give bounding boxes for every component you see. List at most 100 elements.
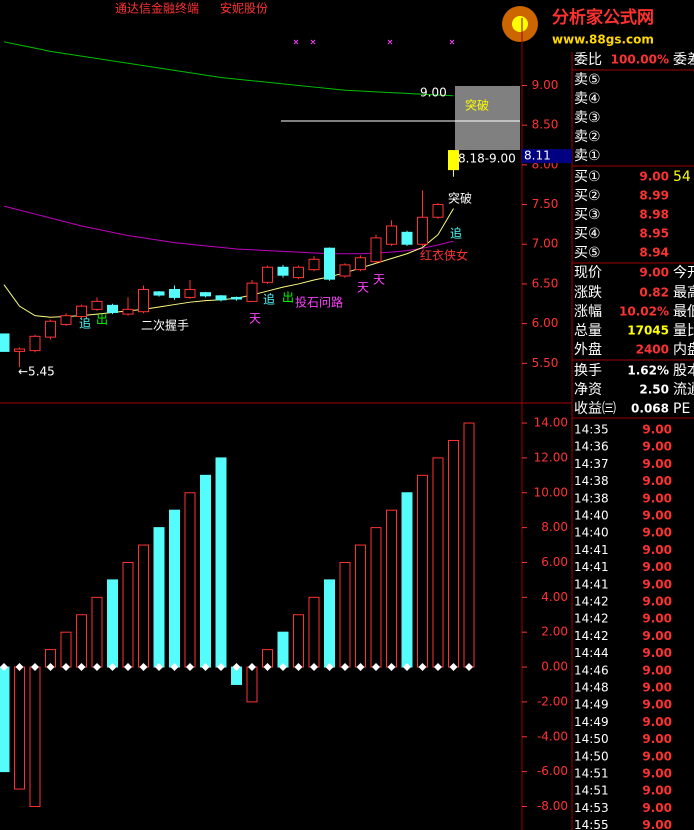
quote-value: 8.98 xyxy=(639,208,669,222)
trade-time: 14:50 xyxy=(574,749,609,763)
bar xyxy=(339,561,351,668)
y-tick-label: 14.00 xyxy=(534,416,568,430)
annotation: 突破 xyxy=(448,191,472,206)
bar xyxy=(277,631,289,668)
zero-marker xyxy=(93,663,101,672)
bar xyxy=(417,474,428,668)
y-tick-label: 8.50 xyxy=(532,118,559,132)
trade-time: 14:53 xyxy=(574,801,609,815)
candle-body xyxy=(215,295,227,301)
candle-body xyxy=(386,225,397,245)
quote-extra: 股本 xyxy=(673,363,694,379)
zero-marker xyxy=(248,663,256,672)
trade-price: 9.00 xyxy=(642,457,672,471)
trade-price: 9.00 xyxy=(642,423,672,437)
moving-average xyxy=(3,41,454,97)
candle-body xyxy=(262,266,273,283)
logo-icon-center xyxy=(512,16,528,32)
bar xyxy=(76,614,87,668)
trade-time: 14:51 xyxy=(574,784,609,798)
quote-value: 0.82 xyxy=(639,286,669,300)
annotation: 追 xyxy=(263,292,275,307)
zero-marker xyxy=(139,663,148,672)
zero-marker xyxy=(232,663,241,672)
quote-label: 卖④ xyxy=(574,91,601,107)
zero-marker xyxy=(46,663,55,672)
trade-time: 14:38 xyxy=(574,491,609,505)
trade-time: 14:44 xyxy=(574,646,609,660)
y-tick-label: -2.00 xyxy=(537,694,568,708)
quote-value: 2.50 xyxy=(639,383,669,397)
trade-price: 9.00 xyxy=(642,543,672,557)
y-tick-label: 7.00 xyxy=(532,237,559,251)
candle-body xyxy=(169,288,180,298)
trade-price: 9.00 xyxy=(642,474,672,488)
bar xyxy=(169,509,180,668)
y-tick-label: 12.00 xyxy=(534,450,568,464)
bar xyxy=(153,527,165,668)
bar xyxy=(448,439,459,668)
zero-marker xyxy=(170,663,179,672)
quote-extra: 委差 xyxy=(673,52,694,68)
trade-price: 9.00 xyxy=(642,440,672,454)
quote-label: 现价 xyxy=(574,265,602,281)
candle-body xyxy=(0,333,10,352)
annotation: 出 xyxy=(282,291,294,305)
quote-value: 8.94 xyxy=(639,246,669,260)
y-tick-label: 0.00 xyxy=(541,660,568,674)
quote-label: 买① xyxy=(574,169,601,185)
y-tick-label: 5.50 xyxy=(532,356,559,370)
signal-marks xyxy=(293,39,455,45)
quote-value: 9.00 xyxy=(639,170,669,184)
zero-marker xyxy=(77,663,86,672)
candle-body xyxy=(355,257,366,271)
trade-price: 9.00 xyxy=(642,526,672,540)
trade-time: 14:49 xyxy=(574,698,609,712)
y-tick-label: -6.00 xyxy=(537,764,568,778)
zero-marker xyxy=(31,663,39,672)
quote-label: 卖① xyxy=(574,148,601,164)
bar xyxy=(29,666,41,807)
quote-extra: 量比 xyxy=(673,323,694,339)
annotation: 8.18-9.00 xyxy=(458,152,516,166)
bar xyxy=(14,666,25,790)
zero-marker xyxy=(449,663,458,672)
trade-time: 14:55 xyxy=(574,818,609,830)
trade-time: 14:41 xyxy=(574,577,609,591)
logo-name: 分析家公式网 xyxy=(552,7,654,28)
price-marker xyxy=(522,149,572,164)
logo-url: www.88gs.com xyxy=(552,33,654,47)
candle-body xyxy=(370,237,382,263)
zero-marker xyxy=(310,663,318,672)
zero-marker xyxy=(186,663,194,672)
candle-body xyxy=(60,315,72,325)
trade-price: 9.00 xyxy=(642,577,672,591)
candle-body xyxy=(184,288,196,298)
candle-body xyxy=(293,266,304,279)
annotation: 天 xyxy=(373,273,385,287)
quote-label: 涨跌 xyxy=(574,285,602,301)
trade-time: 14:41 xyxy=(574,543,609,557)
y-tick-label: 10.00 xyxy=(534,485,568,499)
candle-body xyxy=(401,231,413,245)
trade-time: 14:35 xyxy=(574,423,609,437)
quote-value: 1.62% xyxy=(627,364,669,378)
trade-price: 9.00 xyxy=(642,646,672,660)
trade-time: 14:51 xyxy=(574,767,609,781)
zero-marker xyxy=(325,663,334,672)
zero-marker xyxy=(279,663,287,672)
quote-extra: 最高 xyxy=(673,284,694,301)
candle-body xyxy=(432,204,444,218)
bar xyxy=(138,544,149,668)
trade-time: 14:36 xyxy=(574,440,609,454)
trade-time: 14:42 xyxy=(574,612,609,626)
app-name: 通达信金融终端 xyxy=(115,1,199,16)
quote-label: 卖⑤ xyxy=(574,72,601,88)
quote-label: 卖② xyxy=(574,129,601,145)
quote-label: 买⑤ xyxy=(574,245,601,261)
trade-time: 14:49 xyxy=(574,715,609,729)
zero-marker xyxy=(465,663,473,672)
trade-price: 9.00 xyxy=(642,681,672,695)
